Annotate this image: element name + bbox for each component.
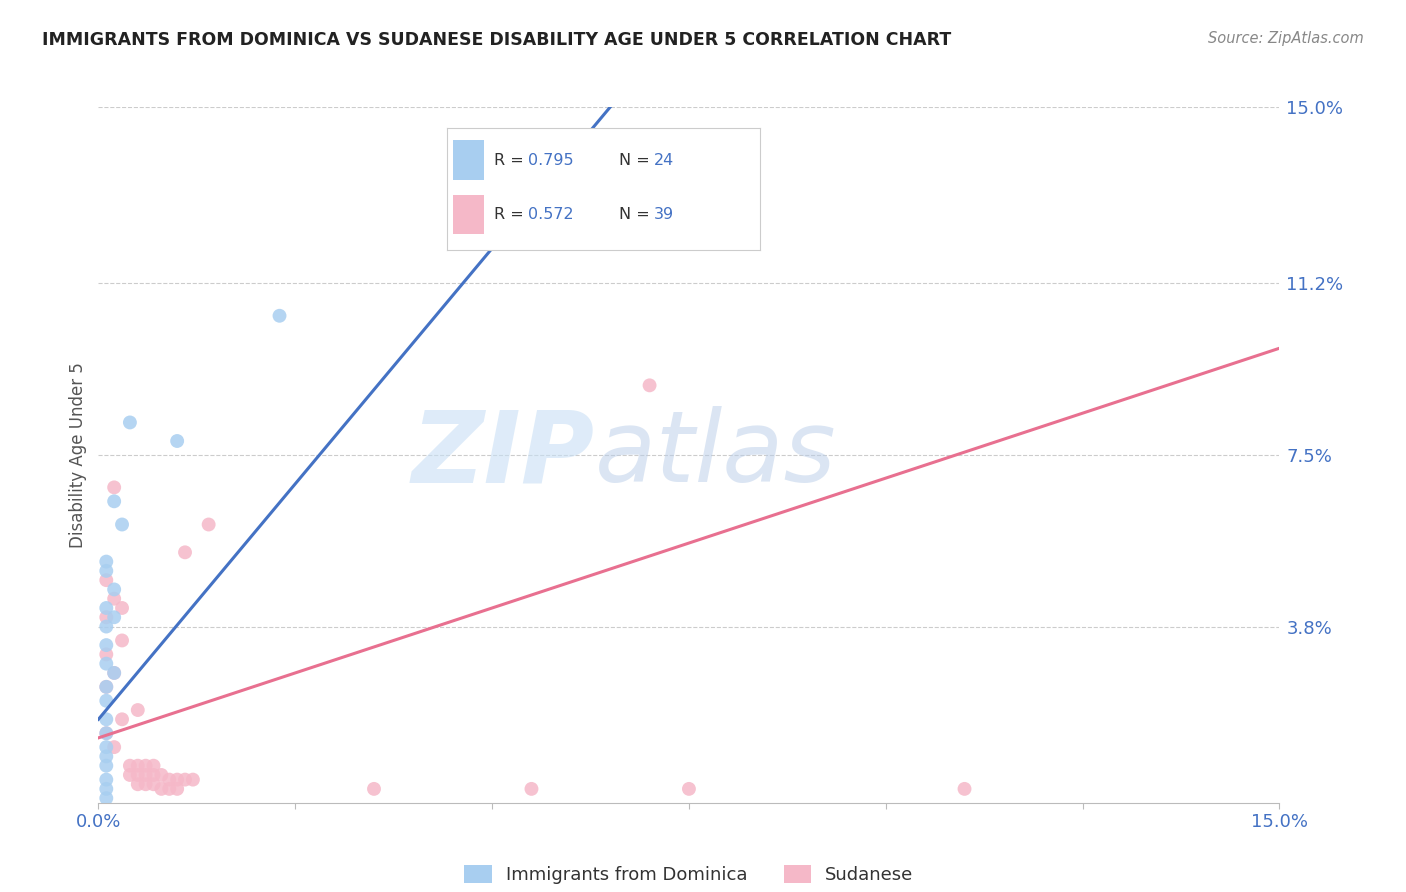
Point	[103, 582, 125, 597]
Point	[174, 772, 197, 787]
Point	[135, 777, 157, 791]
Point	[96, 740, 118, 755]
Point	[111, 712, 134, 726]
Text: atlas: atlas	[595, 407, 837, 503]
Point	[678, 781, 700, 796]
Text: ZIP: ZIP	[412, 407, 595, 503]
Point	[96, 726, 118, 740]
Point	[96, 610, 118, 624]
Point	[103, 480, 125, 494]
Point	[157, 781, 180, 796]
Point	[96, 564, 118, 578]
Point	[96, 601, 118, 615]
Point	[157, 772, 180, 787]
Point	[96, 749, 118, 764]
Point	[111, 633, 134, 648]
Point	[150, 781, 173, 796]
Point	[96, 694, 118, 708]
Point	[96, 648, 118, 662]
Point	[520, 781, 543, 796]
Point	[111, 517, 134, 532]
Point	[96, 758, 118, 772]
Point	[166, 781, 188, 796]
Point	[96, 619, 118, 633]
Point	[181, 772, 204, 787]
Point	[953, 781, 976, 796]
Point	[174, 545, 197, 559]
Point	[135, 758, 157, 772]
Point	[111, 601, 134, 615]
Point	[166, 434, 188, 448]
Point	[127, 703, 149, 717]
Point	[96, 712, 118, 726]
Point	[197, 517, 219, 532]
Point	[127, 758, 149, 772]
Point	[135, 768, 157, 782]
Point	[166, 772, 188, 787]
Point	[638, 378, 661, 392]
Point	[103, 740, 125, 755]
Point	[142, 777, 165, 791]
Point	[363, 781, 385, 796]
Point	[96, 680, 118, 694]
Point	[118, 768, 141, 782]
Point	[103, 494, 125, 508]
Text: IMMIGRANTS FROM DOMINICA VS SUDANESE DISABILITY AGE UNDER 5 CORRELATION CHART: IMMIGRANTS FROM DOMINICA VS SUDANESE DIS…	[42, 31, 952, 49]
Point	[103, 665, 125, 680]
Point	[103, 610, 125, 624]
Text: Source: ZipAtlas.com: Source: ZipAtlas.com	[1208, 31, 1364, 46]
Point	[96, 781, 118, 796]
Point	[103, 591, 125, 606]
Point	[269, 309, 291, 323]
Point	[150, 768, 173, 782]
Point	[96, 555, 118, 569]
Point	[127, 768, 149, 782]
Point	[127, 777, 149, 791]
Point	[96, 638, 118, 652]
Point	[96, 791, 118, 805]
Point	[96, 772, 118, 787]
Point	[142, 758, 165, 772]
Point	[96, 657, 118, 671]
Legend: Immigrants from Dominica, Sudanese: Immigrants from Dominica, Sudanese	[464, 865, 914, 884]
Point	[96, 726, 118, 740]
Point	[118, 758, 141, 772]
Point	[96, 573, 118, 587]
Point	[142, 768, 165, 782]
Point	[103, 665, 125, 680]
Point	[96, 680, 118, 694]
Y-axis label: Disability Age Under 5: Disability Age Under 5	[69, 362, 87, 548]
Point	[118, 416, 141, 430]
